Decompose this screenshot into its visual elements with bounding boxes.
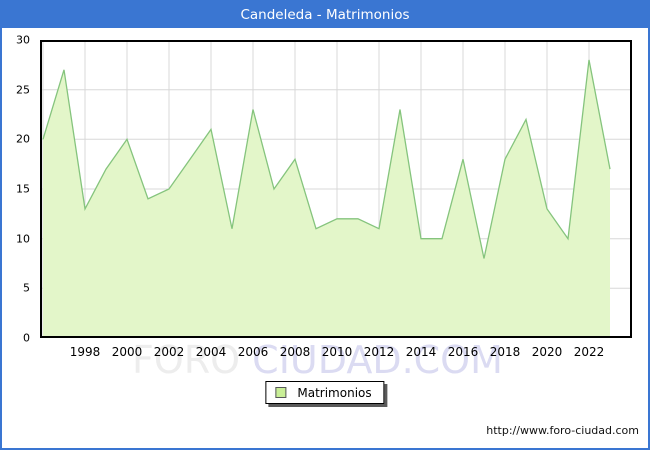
y-tick-label: 0 bbox=[23, 331, 30, 345]
page-title: Candeleda - Matrimonios bbox=[240, 7, 410, 23]
title-bar: Candeleda - Matrimonios bbox=[2, 2, 648, 28]
x-tick-label: 2022 bbox=[573, 345, 605, 359]
plot-area bbox=[40, 40, 632, 338]
area-series bbox=[43, 59, 610, 338]
legend-label: Matrimonios bbox=[297, 385, 372, 400]
series-line bbox=[42, 59, 611, 259]
legend-swatch-icon bbox=[275, 387, 287, 398]
y-tick-label: 20 bbox=[16, 132, 30, 146]
x-tick-label: 2002 bbox=[153, 345, 185, 359]
x-tick-label: 2012 bbox=[363, 345, 395, 359]
x-tick-label: 2018 bbox=[489, 345, 521, 359]
x-tick-label: 1998 bbox=[69, 345, 101, 359]
x-tick-label: 2020 bbox=[531, 345, 563, 359]
watermark-part1: FORO bbox=[132, 338, 253, 382]
x-tick-label: 2006 bbox=[237, 345, 269, 359]
plot-border bbox=[40, 40, 632, 338]
y-tick-label: 10 bbox=[16, 232, 30, 246]
y-tick-label: 15 bbox=[16, 182, 30, 196]
x-tick-label: 2004 bbox=[195, 345, 227, 359]
x-tick-label: 2008 bbox=[279, 345, 311, 359]
y-tick-label: 25 bbox=[16, 83, 30, 97]
x-tick-label: 2014 bbox=[405, 345, 437, 359]
x-tick-label: 2010 bbox=[321, 345, 353, 359]
y-tick-label: 5 bbox=[23, 281, 30, 295]
footer-url[interactable]: http://www.foro-ciudad.com bbox=[486, 424, 639, 437]
x-tick-label: 2000 bbox=[111, 345, 143, 359]
x-tick-label: 2016 bbox=[447, 345, 479, 359]
y-tick-label: 30 bbox=[16, 33, 30, 47]
legend: Matrimonios bbox=[265, 381, 385, 404]
